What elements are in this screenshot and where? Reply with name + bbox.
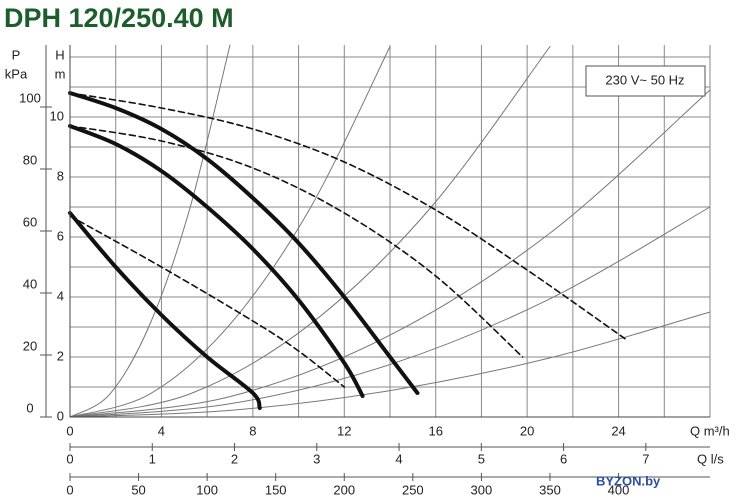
curve-solid bbox=[68, 91, 420, 395]
curve-dashed bbox=[69, 92, 627, 340]
curve-thin bbox=[69, 311, 711, 418]
curve-solid bbox=[68, 211, 262, 410]
y-label: H bbox=[55, 47, 64, 62]
y2-tick-label: 60 bbox=[23, 214, 37, 229]
x-tick-label: 20 bbox=[520, 423, 534, 438]
curve-thin bbox=[69, 89, 711, 418]
y-unit: m bbox=[55, 66, 66, 81]
x-tick-label: 16 bbox=[428, 423, 442, 438]
chart-title: DPH 120/250.40 M bbox=[4, 3, 234, 33]
x-tick-label: 4 bbox=[158, 423, 165, 438]
curve-thin bbox=[69, 206, 711, 418]
x-tick-label: 24 bbox=[611, 423, 625, 438]
curve-dashed bbox=[69, 215, 346, 388]
y2-tick-label: 20 bbox=[23, 338, 37, 353]
y-tick-label: 8 bbox=[57, 168, 64, 183]
x3-tick-label: 300 bbox=[471, 482, 493, 497]
y2-label: P bbox=[12, 47, 21, 62]
y2-unit: kPa bbox=[5, 66, 28, 81]
x2-tick-label: 7 bbox=[642, 451, 649, 466]
x2-tick-label: 3 bbox=[313, 451, 320, 466]
y-tick-label: 0 bbox=[57, 408, 64, 423]
x2-tick-label: 6 bbox=[560, 451, 567, 466]
annotation: 230 V~ 50 Hz bbox=[605, 72, 684, 87]
x-tick-label: 0 bbox=[66, 423, 73, 438]
y-tick-label: 6 bbox=[57, 228, 64, 243]
y-tick-label: 2 bbox=[57, 348, 64, 363]
x3-tick-label: 0 bbox=[66, 482, 73, 497]
y2-tick-label: 0 bbox=[26, 400, 33, 415]
x3-tick-label: 200 bbox=[333, 482, 355, 497]
annotation-box bbox=[585, 65, 706, 97]
x3-tick-label: 400 bbox=[608, 482, 630, 497]
x-label: Q m³/h bbox=[690, 423, 730, 438]
x2-tick-label: 0 bbox=[66, 451, 73, 466]
y-tick-label: 4 bbox=[57, 288, 64, 303]
x2-tick-label: 2 bbox=[231, 451, 238, 466]
x2-tick-label: 4 bbox=[395, 451, 402, 466]
x3-tick-label: 50 bbox=[131, 482, 145, 497]
curve-thin bbox=[69, 44, 231, 418]
x3-tick-label: 350 bbox=[539, 482, 561, 497]
y2-tick-label: 100 bbox=[19, 90, 41, 105]
x2-label: Q l/s bbox=[697, 451, 724, 466]
curve-solid bbox=[68, 124, 365, 398]
y-tick-label: 10 bbox=[50, 108, 64, 123]
y2-tick-label: 40 bbox=[23, 276, 37, 291]
watermark: BYZON.by bbox=[596, 473, 661, 488]
y2-tick-label: 80 bbox=[23, 152, 37, 167]
x2-tick-label: 5 bbox=[478, 451, 485, 466]
curve-thin bbox=[69, 46, 551, 418]
x2-tick-label: 1 bbox=[149, 451, 156, 466]
x-tick-label: 8 bbox=[249, 423, 256, 438]
x3-tick-label: 250 bbox=[402, 482, 424, 497]
x3-tick-label: 150 bbox=[265, 482, 287, 497]
x3-tick-label: 100 bbox=[196, 482, 218, 497]
x-tick-label: 12 bbox=[337, 423, 351, 438]
